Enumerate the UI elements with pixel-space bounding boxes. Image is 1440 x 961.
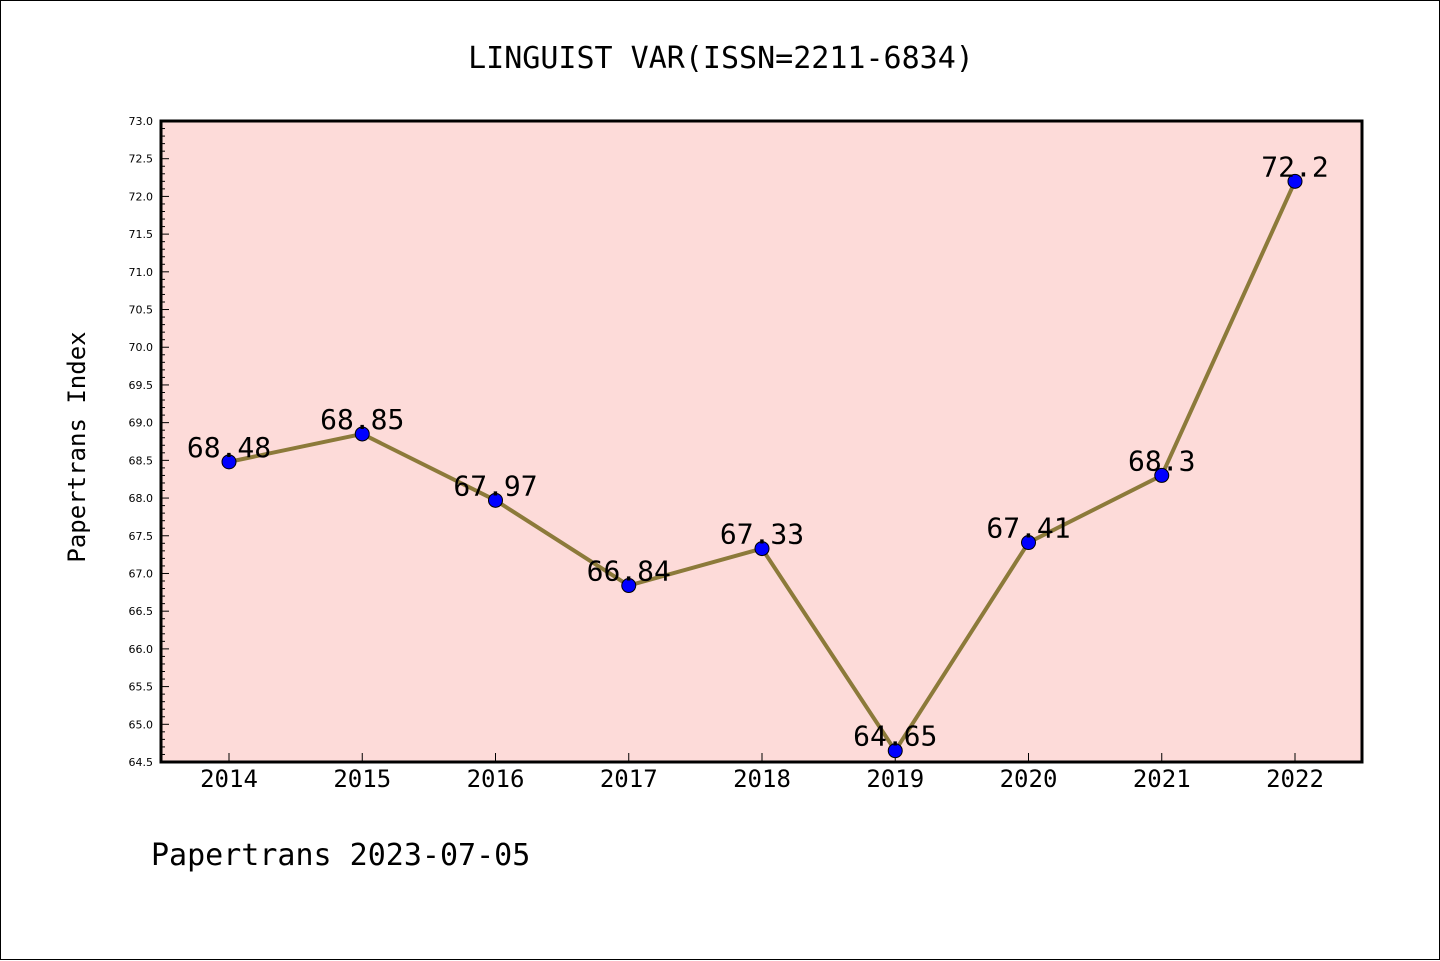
data-label: 64.65 — [853, 720, 937, 753]
data-point — [1021, 535, 1036, 551]
x-axis: 2014 2015 2016 2017 2018 2019 2020 2021 2022 — [200, 753, 1324, 793]
data-label: 67.97 — [453, 469, 537, 502]
y-axis-label: Papertrans Index — [63, 331, 91, 562]
y-tick-label: 71.0 — [129, 266, 154, 279]
data-label: 72.2 — [1261, 150, 1328, 183]
plot-border — [159, 119, 1364, 764]
data-point — [887, 743, 903, 759]
data-point — [354, 426, 370, 442]
x-tick-label: 2014 — [200, 765, 258, 793]
y-tick-label: 67.0 — [129, 567, 154, 580]
data-point — [488, 492, 503, 508]
data-label: 66.84 — [587, 555, 671, 588]
y-tick-label: 69.0 — [129, 417, 154, 430]
y-tick-label: 65.5 — [129, 681, 154, 694]
data-label: 68.48 — [187, 431, 271, 464]
y-tick-label: 71.5 — [129, 228, 154, 241]
data-labels: 68.48 68.85 67.97 66.84 67.33 64.65 67.41 68.3 7… — [187, 150, 1329, 752]
x-tick-label: 2021 — [1133, 765, 1191, 793]
x-tick-label: 2019 — [866, 765, 924, 793]
y-tick-label: 73.0 — [129, 115, 154, 128]
data-point — [621, 578, 637, 594]
footer-date-stamp: Papertrans 2023-07-05 — [151, 838, 530, 873]
x-tick-label: 2022 — [1266, 765, 1324, 793]
x-tick-label: 2020 — [1000, 765, 1058, 793]
data-label: 67.33 — [720, 518, 804, 551]
y-tick-label: 67.5 — [129, 530, 154, 543]
data-point — [1154, 467, 1170, 483]
x-tick-label: 2018 — [733, 765, 791, 793]
chart-title: LINGUIST VAR(ISSN=2211-6834) — [468, 41, 974, 76]
y-tick-label: 68.0 — [129, 492, 154, 505]
series-layer — [221, 173, 1303, 759]
y-tick-label: 66.0 — [129, 643, 154, 656]
data-point — [1287, 173, 1303, 189]
y-tick-label: 69.5 — [129, 379, 154, 392]
y-tick-label: 64.5 — [129, 756, 154, 769]
data-point — [754, 541, 770, 557]
x-tick-label: 2015 — [333, 765, 391, 793]
data-point — [221, 454, 237, 470]
x-tick-label: 2017 — [600, 765, 658, 793]
y-tick-label: 70.0 — [129, 341, 154, 354]
y-axis: 64.5 65.0 65.5 66.0 66.5 67.0 67.5 68.0 68.5 69.0… — [129, 115, 169, 769]
data-label: 68.3 — [1128, 444, 1195, 477]
y-tick-label: 68.5 — [129, 454, 154, 467]
y-tick-label: 66.5 — [129, 605, 154, 618]
x-tick-label: 2016 — [467, 765, 525, 793]
y-tick-label: 72.5 — [129, 153, 154, 166]
y-tick-label: 65.0 — [129, 718, 154, 731]
data-label: 67.41 — [986, 512, 1070, 545]
data-label: 68.85 — [320, 403, 404, 436]
y-tick-label: 72.0 — [129, 190, 154, 203]
y-tick-label: 70.5 — [129, 304, 154, 317]
plot-area — [161, 121, 1362, 762]
